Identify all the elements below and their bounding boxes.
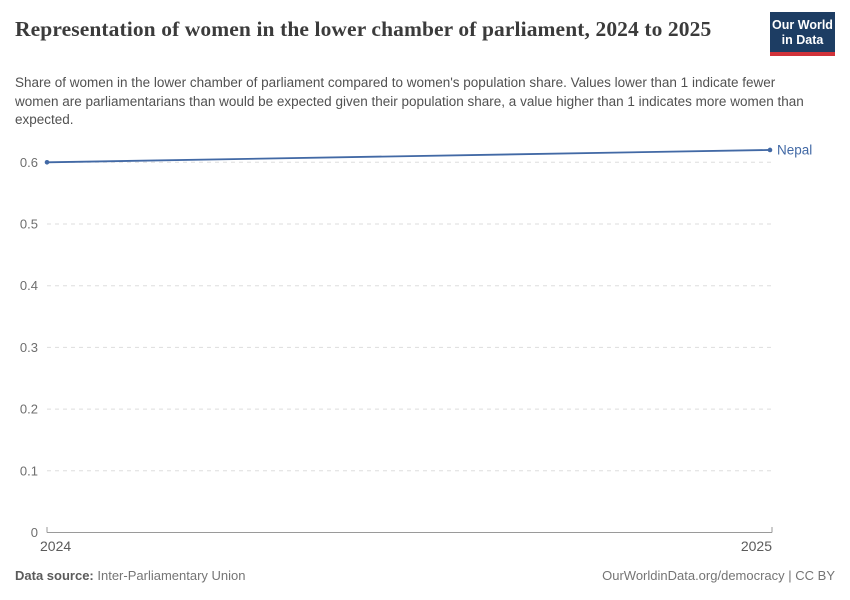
owid-logo-line1: Our World — [772, 18, 833, 32]
y-tick-label: 0 — [31, 525, 38, 540]
series-label-nepal: Nepal — [777, 142, 812, 157]
chart-subtitle: Share of women in the lower chamber of p… — [15, 75, 804, 127]
series-line-nepal — [46, 149, 771, 164]
y-tick-label: 0.2 — [20, 402, 38, 417]
y-tick-label: 0.6 — [20, 155, 38, 170]
credit-line: OurWorldinData.org/democracy | CC BY — [602, 568, 835, 583]
owid-logo: Our World in Data — [770, 12, 835, 56]
chart-footer: Data source: Inter-Parliamentary Union O… — [15, 568, 835, 583]
chart-title: Representation of women in the lower cha… — [15, 17, 712, 41]
data-point — [44, 160, 50, 165]
y-tick-label: 0.3 — [20, 340, 38, 355]
owid-logo-line2: in Data — [781, 33, 824, 47]
y-tick-label: 0.1 — [20, 463, 38, 478]
y-tick-label: 0.5 — [20, 217, 38, 232]
data-source-value: Inter-Parliamentary Union — [97, 568, 246, 583]
data-source-label: Data source: — [15, 568, 94, 583]
data-source: Data source: Inter-Parliamentary Union — [15, 568, 246, 583]
y-tick-label: 0.4 — [20, 278, 38, 293]
x-tick-label-end: 2025 — [741, 538, 772, 554]
data-point — [767, 147, 773, 153]
x-tick-label-start: 2024 — [40, 538, 71, 554]
